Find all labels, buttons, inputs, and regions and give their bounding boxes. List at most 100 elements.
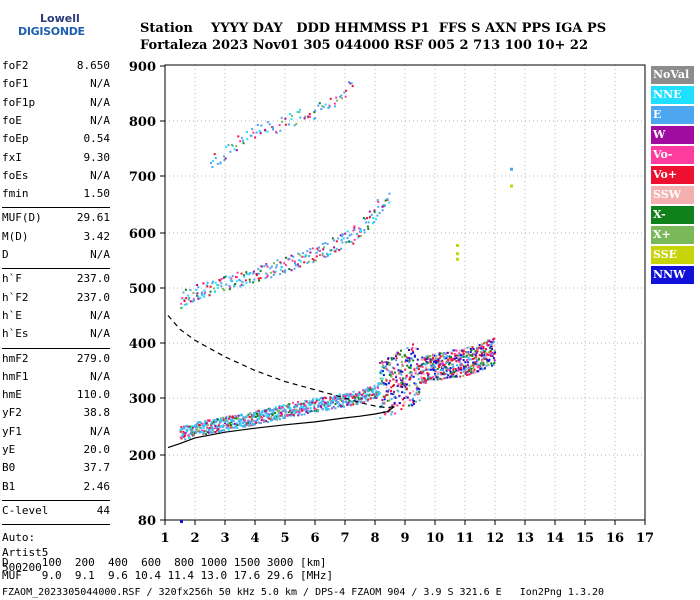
parameter-row: MUF(D) 29.61 — [2, 211, 110, 227]
echo-point — [231, 416, 234, 419]
echo-point — [258, 279, 261, 282]
echo-point — [416, 366, 419, 369]
echo-point — [351, 396, 354, 399]
echo-point — [466, 361, 469, 364]
echo-point — [392, 392, 395, 395]
parameter-value: 3.42 — [83, 229, 111, 243]
echo-point — [374, 387, 377, 390]
echo-point — [352, 401, 355, 404]
echo-point — [462, 354, 465, 357]
echo-point — [395, 380, 398, 383]
echo-point — [213, 418, 216, 421]
echo-point — [208, 429, 210, 431]
echo-point — [369, 386, 372, 389]
parameter-label: hmF1 — [2, 369, 29, 383]
echo-point — [418, 388, 421, 391]
echo-point — [475, 364, 478, 367]
echo-point — [412, 401, 415, 404]
echo-point — [462, 364, 465, 367]
echo-point — [291, 259, 294, 262]
echo-point — [403, 397, 406, 399]
echo-point — [438, 370, 441, 373]
echo-point — [436, 378, 439, 381]
echo-point — [345, 393, 348, 396]
echo-point — [367, 398, 370, 401]
echo-point — [424, 356, 427, 359]
echo-point — [197, 297, 200, 300]
echo-point — [218, 279, 221, 281]
echo-point — [486, 341, 488, 344]
echo-point — [330, 407, 333, 410]
parameter-row: B0 37.7 — [2, 461, 110, 477]
echo-point — [306, 250, 309, 253]
echo-point — [431, 368, 434, 371]
echo-point — [211, 280, 214, 283]
echo-point — [480, 347, 483, 350]
echo-point — [338, 393, 341, 396]
y-tick-label: 80 — [138, 514, 156, 529]
echo-point — [356, 403, 359, 406]
echo-point — [435, 355, 438, 358]
echo-point — [263, 420, 266, 423]
echo-point — [257, 418, 260, 420]
echo-point — [223, 159, 226, 162]
echo-point — [321, 407, 324, 410]
echo-point — [438, 353, 441, 356]
echo-point — [452, 375, 455, 378]
echo-point — [204, 424, 206, 427]
echo-point — [255, 131, 258, 134]
echo-point — [481, 368, 484, 371]
echo-point — [311, 401, 314, 404]
echo-point — [296, 403, 299, 406]
echo-point — [307, 115, 310, 118]
echo-point — [376, 214, 379, 217]
echo-point — [213, 290, 216, 293]
echo-point — [222, 416, 225, 419]
echo-point — [381, 380, 383, 383]
echo-point — [477, 358, 480, 361]
echo-point — [490, 362, 493, 365]
echo-point — [303, 261, 306, 264]
echo-point — [270, 265, 273, 268]
echo-point — [309, 407, 312, 410]
echo-point — [190, 431, 193, 434]
echo-point — [289, 409, 292, 412]
echo-point — [493, 349, 496, 352]
echo-point — [206, 285, 209, 288]
echo-point — [463, 367, 466, 370]
echo-point — [408, 349, 410, 351]
echo-point — [298, 409, 301, 412]
x-tick-label: 5 — [280, 531, 289, 546]
echo-point — [411, 398, 414, 401]
echo-point — [259, 422, 262, 424]
echo-point — [217, 284, 220, 287]
echo-point — [476, 346, 479, 349]
legend-item-nnw: NNW — [651, 266, 694, 284]
echo-point — [226, 426, 228, 429]
echo-point — [230, 419, 233, 422]
echo-point — [466, 346, 469, 349]
parameter-row: foF1p N/A — [2, 96, 110, 112]
echo-point — [488, 358, 491, 361]
parameter-row: h`Es N/A — [2, 327, 110, 343]
echo-point — [339, 394, 342, 397]
echo-point — [494, 351, 497, 354]
parameter-label: yE — [2, 443, 16, 456]
echo-point — [437, 376, 440, 379]
echo-point — [204, 433, 207, 436]
echo-point — [483, 358, 486, 361]
echo-point — [452, 368, 455, 371]
echo-point — [408, 404, 410, 407]
echo-point — [202, 425, 205, 427]
echo-point — [379, 372, 382, 375]
echo-point — [373, 209, 376, 212]
echo-point — [319, 401, 322, 404]
echo-point — [266, 275, 269, 278]
echo-point — [470, 365, 473, 368]
echo-point — [438, 366, 441, 369]
echo-point — [464, 370, 467, 373]
echo-point — [279, 411, 282, 414]
true-height-profile — [167, 406, 395, 449]
echo-point — [266, 408, 269, 411]
echo-point — [210, 424, 213, 427]
